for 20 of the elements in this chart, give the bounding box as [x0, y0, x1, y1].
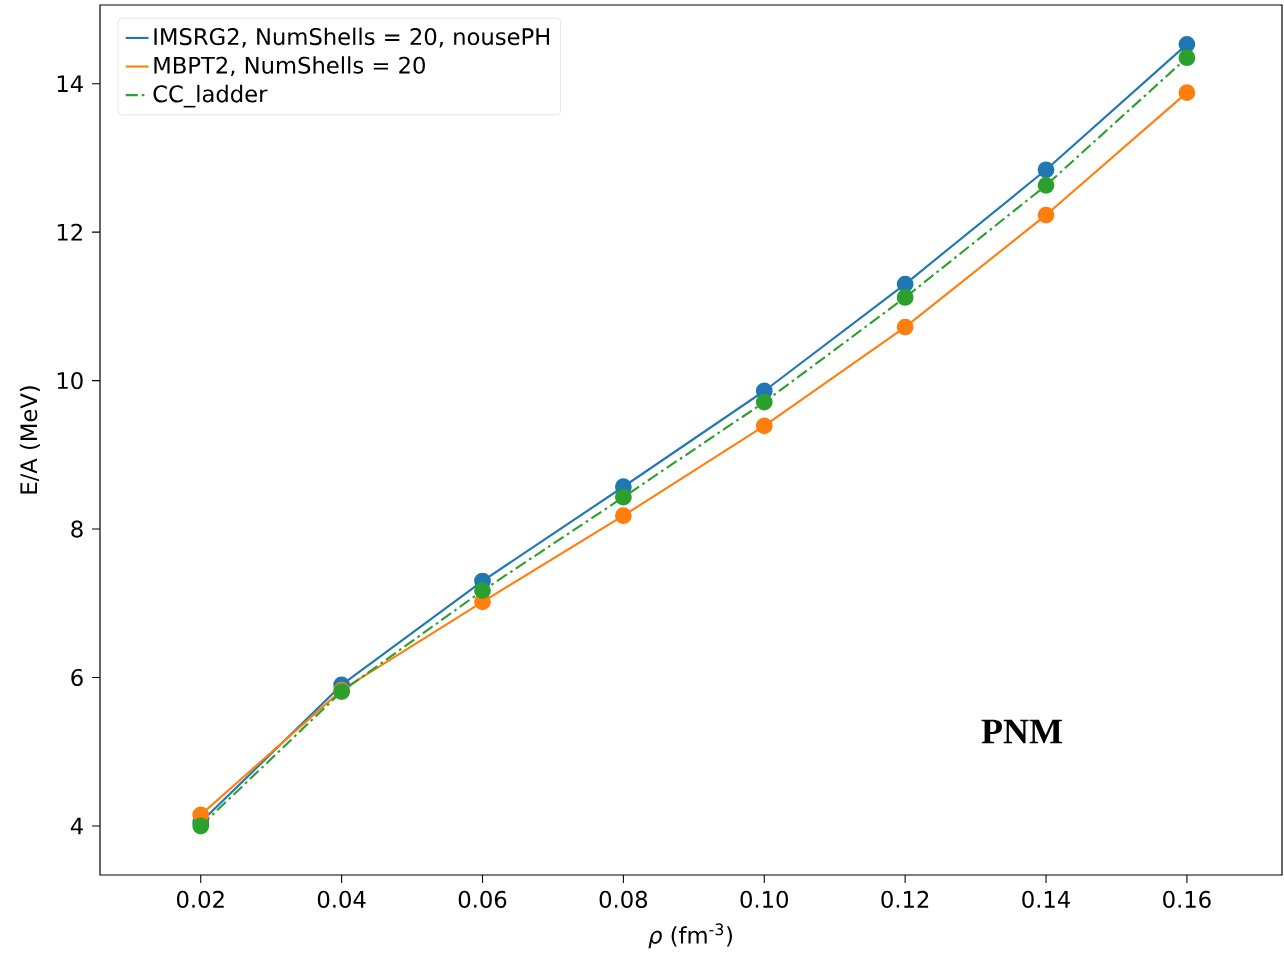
legend-label: CC_ladder — [153, 84, 268, 108]
x-tick-label: 0.16 — [1163, 890, 1211, 908]
y-tick-label: 14 — [57, 75, 83, 92]
y-tick-label: 8 — [71, 520, 83, 538]
x-tick-label: 0.02 — [176, 890, 224, 908]
x-tick-label: 0.14 — [1022, 890, 1070, 908]
x-axis-title: ρ (fm$^{-3}$) — [648, 923, 732, 949]
y-tick-label: 12 — [57, 223, 82, 241]
y-tick-label: 6 — [71, 668, 83, 687]
legend-label: MBPT2, NumShells = 20 — [154, 56, 425, 77]
y-tick-label: 4 — [70, 817, 83, 835]
annotation: PNM — [981, 719, 1062, 744]
x-tick-label: 0.06 — [458, 890, 507, 908]
y-tick-label: 10 — [57, 372, 83, 390]
legend-label: IMSRG2, NumShells = 20, nousePH — [154, 27, 550, 48]
y-axis-title: E/A (MeV) — [19, 386, 40, 494]
x-tick-label: 0.04 — [317, 890, 366, 908]
x-tick-label: 0.10 — [740, 890, 788, 908]
x-tick-label: 0.08 — [599, 890, 648, 908]
x-tick-label: 0.12 — [881, 890, 929, 908]
